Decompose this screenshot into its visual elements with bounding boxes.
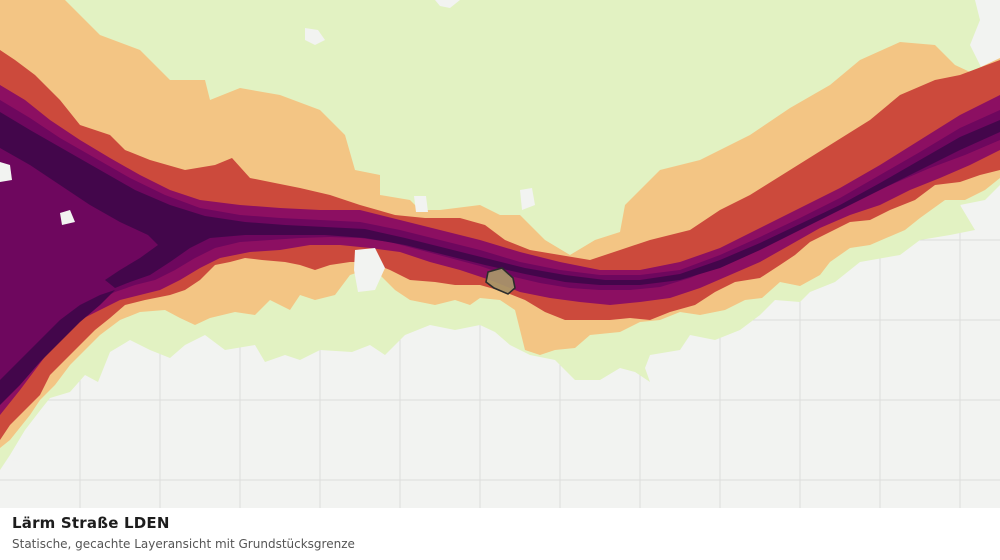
caption-subtitle: Statische, gecachte Layeransicht mit Gru…	[12, 537, 355, 551]
property-boundary[interactable]	[485, 267, 516, 295]
caption-title: Lärm Straße LDEN	[12, 514, 170, 532]
noise-map-layer[interactable]	[0, 0, 1000, 508]
noise-band-5	[0, 100, 1000, 400]
noise-band-6	[0, 112, 1000, 405]
building-gaps	[0, 0, 535, 475]
map-caption: Lärm Straße LDEN Statische, gecachte Lay…	[0, 508, 1000, 560]
map-view[interactable]	[0, 0, 1000, 508]
